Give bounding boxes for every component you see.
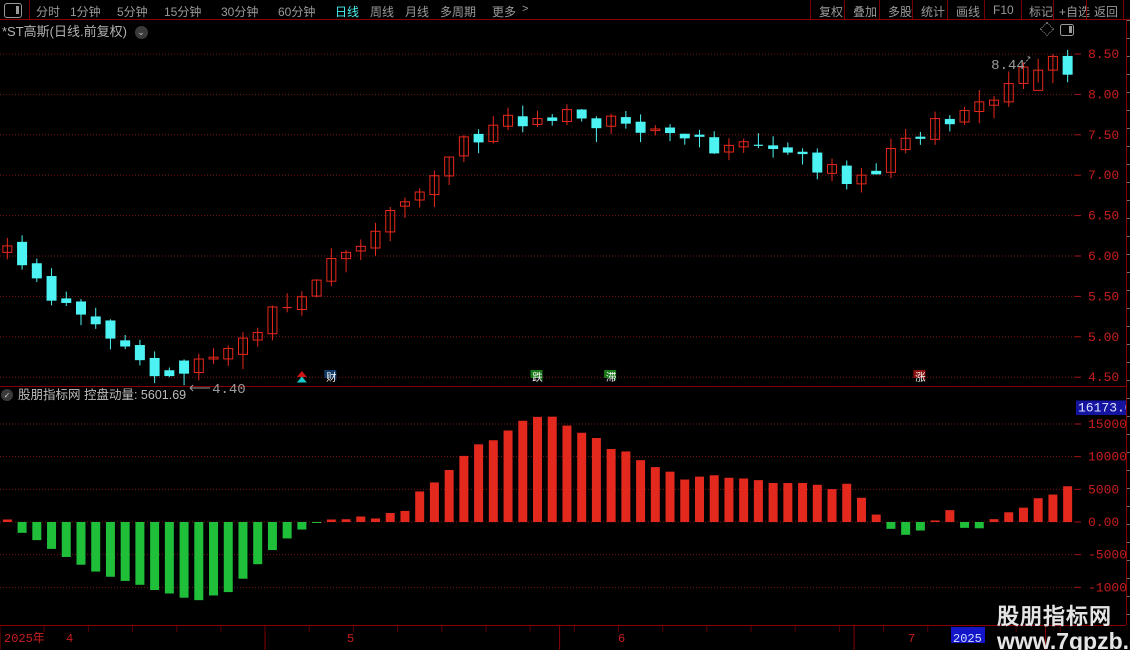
svg-text:0.00: 0.00: [1088, 515, 1119, 530]
svg-text:6.00: 6.00: [1088, 249, 1119, 264]
svg-text:-10000: -10000: [1088, 580, 1126, 595]
svg-text:股朋指标网 控盘动量: 5601.69: 股朋指标网 控盘动量: 5601.69: [18, 387, 186, 402]
svg-text:6.50: 6.50: [1088, 209, 1119, 224]
svg-text:7: 7: [908, 632, 915, 646]
svg-text:7.50: 7.50: [1088, 128, 1119, 143]
svg-text:6: 6: [618, 632, 625, 646]
svg-text:4.50: 4.50: [1088, 370, 1119, 385]
svg-text:-5000: -5000: [1088, 548, 1126, 563]
svg-text:10000: 10000: [1088, 450, 1126, 465]
svg-text:5: 5: [347, 632, 354, 646]
svg-text:15000: 15000: [1088, 417, 1126, 432]
svg-text:2025: 2025: [953, 632, 982, 646]
svg-text:8.44: 8.44: [991, 58, 1025, 74]
svg-text:5.50: 5.50: [1088, 289, 1119, 304]
svg-text:5.00: 5.00: [1088, 330, 1119, 345]
svg-text:✓: ✓: [4, 391, 11, 400]
svg-text:8.50: 8.50: [1088, 47, 1119, 62]
svg-text:4: 4: [66, 632, 73, 646]
svg-text:7.00: 7.00: [1088, 168, 1119, 183]
svg-text:16173.09: 16173.09: [1078, 401, 1126, 416]
svg-text:2025年: 2025年: [4, 631, 45, 646]
svg-text:5000: 5000: [1088, 482, 1119, 497]
svg-text:8.00: 8.00: [1088, 87, 1119, 102]
